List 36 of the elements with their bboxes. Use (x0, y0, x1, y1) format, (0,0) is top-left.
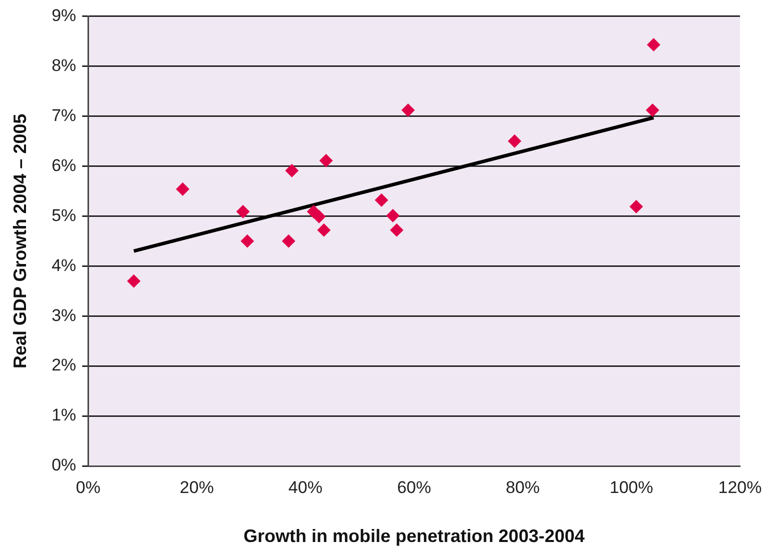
x-axis-title: Growth in mobile penetration 2003-2004 (244, 526, 585, 546)
x-tick-label: 120% (718, 478, 762, 497)
point (282, 234, 296, 248)
point (317, 224, 330, 237)
point (630, 200, 643, 214)
y-axis-title: Real GDP Growth 2004 – 2005 (10, 114, 30, 368)
point (508, 134, 522, 148)
y-tick-label: 8% (52, 56, 76, 75)
point (127, 274, 140, 288)
y-tick-label: 3% (52, 306, 76, 325)
point (646, 104, 660, 117)
y-tick-label: 1% (52, 406, 76, 425)
x-tick-label: 60% (397, 478, 432, 497)
point (240, 234, 254, 248)
x-tick-label: 20% (180, 478, 214, 497)
point (386, 209, 400, 222)
x-tick-label: 80% (506, 478, 540, 497)
point (402, 104, 415, 117)
point (236, 205, 250, 218)
x-tick-label: 40% (288, 478, 322, 497)
x-tick-label: 100% (610, 478, 654, 497)
y-tick-label: 7% (52, 106, 76, 125)
point (390, 224, 404, 237)
point (647, 38, 660, 52)
x-tick-label: 0% (76, 478, 100, 497)
point (285, 164, 298, 178)
y-tick-label: 6% (52, 156, 76, 175)
y-tick-label: 0% (52, 456, 76, 475)
point (320, 154, 333, 168)
point (176, 182, 190, 196)
point (312, 210, 326, 224)
y-tick-label: 4% (52, 256, 76, 275)
y-tick-label: 2% (52, 356, 76, 375)
y-tick-label: 5% (52, 206, 76, 225)
y-tick-label: 9% (52, 6, 76, 25)
point (374, 194, 388, 207)
